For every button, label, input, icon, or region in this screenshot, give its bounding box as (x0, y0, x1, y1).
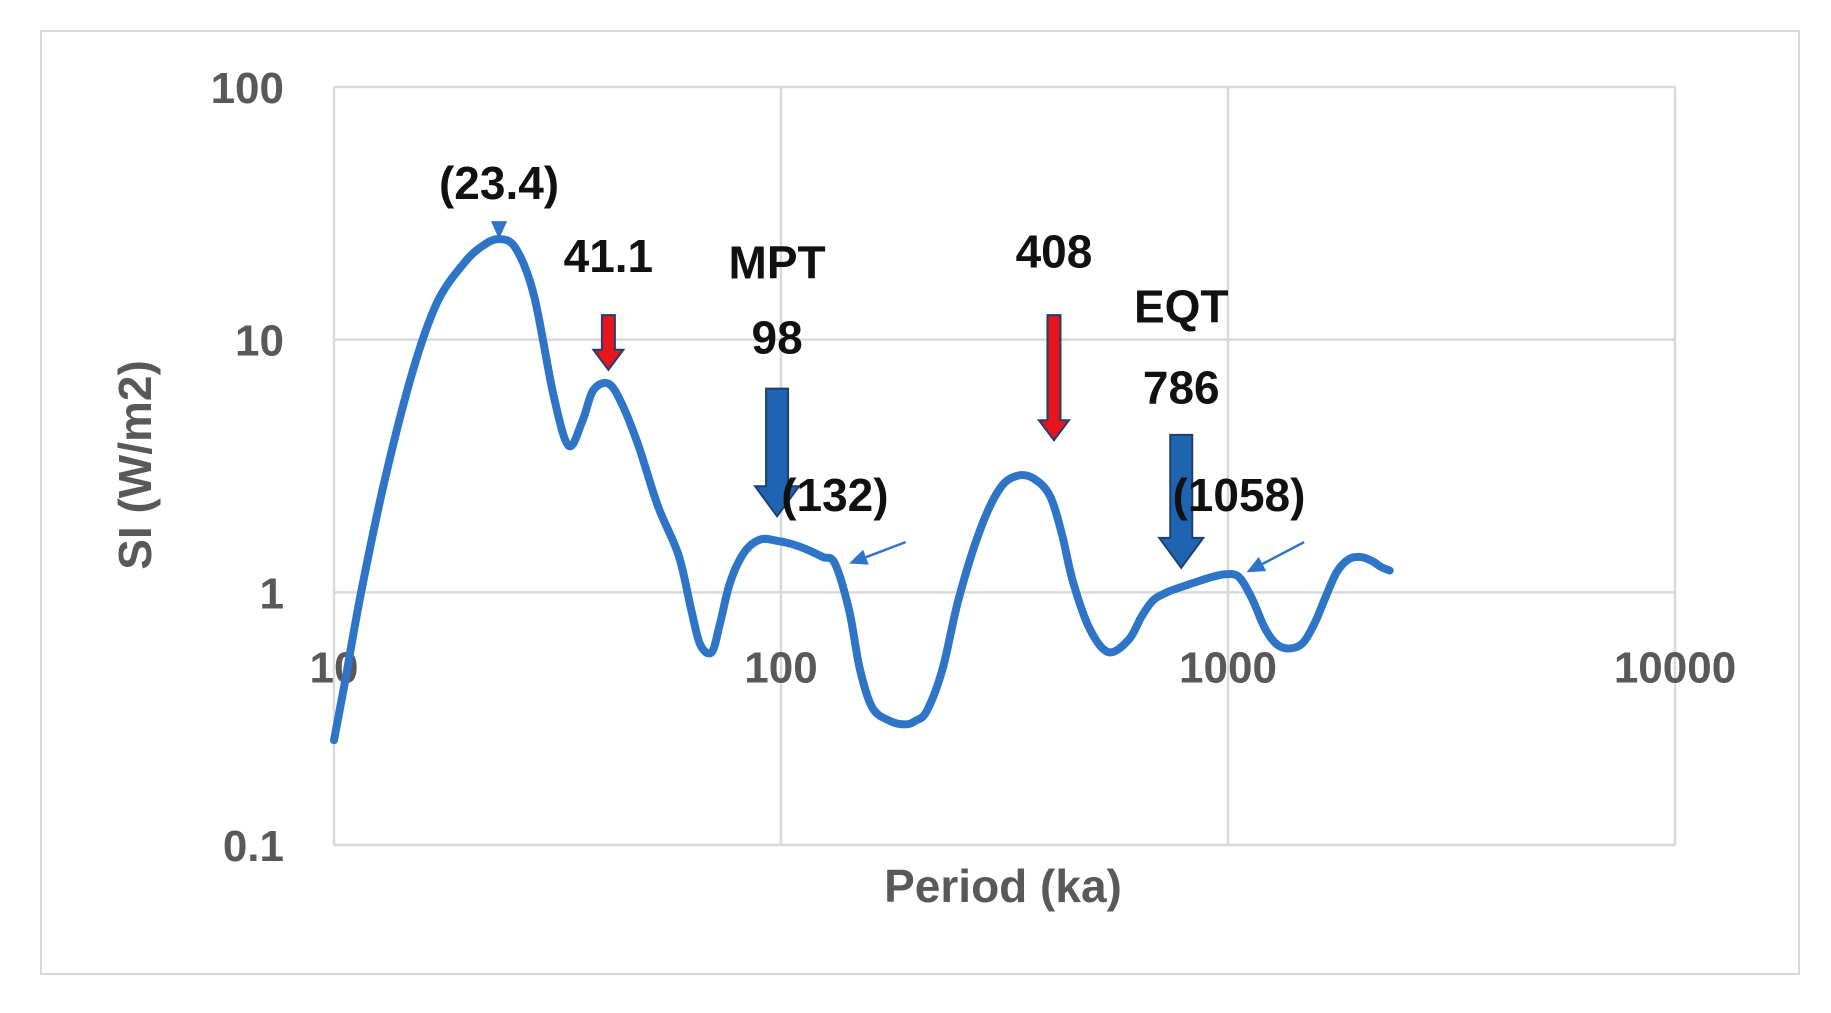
y-tick-label: 0.1 (223, 822, 284, 871)
annotation-label: 41.1 (564, 230, 654, 282)
annotation-label: 408 (1016, 226, 1093, 278)
annotation-group: (23.4)41.1 MPT 98 (132) 408 EQT 786 (1058) (439, 157, 1305, 573)
x-tick-label: 1000 (1179, 643, 1277, 692)
series-line (330, 235, 1394, 745)
blue-arrow-icon (1157, 433, 1206, 570)
thin-arrow-icon (1246, 541, 1305, 573)
annotation-label: (23.4) (439, 157, 559, 209)
red-arrow-icon (591, 314, 626, 372)
annotation-label: 786 (1143, 361, 1220, 413)
y-tick-label: 10 (235, 317, 284, 366)
y-tick-label: 1 (260, 569, 284, 618)
annotation-label: 98 (751, 312, 802, 364)
thin-arrow-icon (849, 540, 907, 565)
annotation-label: MPT (729, 236, 826, 288)
red-arrow-icon (1036, 314, 1071, 442)
thin-arrow-icon (491, 221, 508, 240)
annotation-label: (1058) (1172, 469, 1305, 521)
x-tick-label: 100 (744, 643, 817, 692)
annotation-label: EQT (1134, 280, 1229, 332)
x-tick-label: 10000 (1614, 643, 1736, 692)
y-axis-title: SI (W/m2) (109, 360, 161, 570)
blue-arrow-icon (753, 387, 802, 518)
annotation-label: (132) (781, 469, 888, 521)
series-line-group (330, 235, 1394, 745)
x-axis-title: Period (ka) (884, 860, 1122, 912)
y-tick-label: 100 (211, 64, 284, 113)
